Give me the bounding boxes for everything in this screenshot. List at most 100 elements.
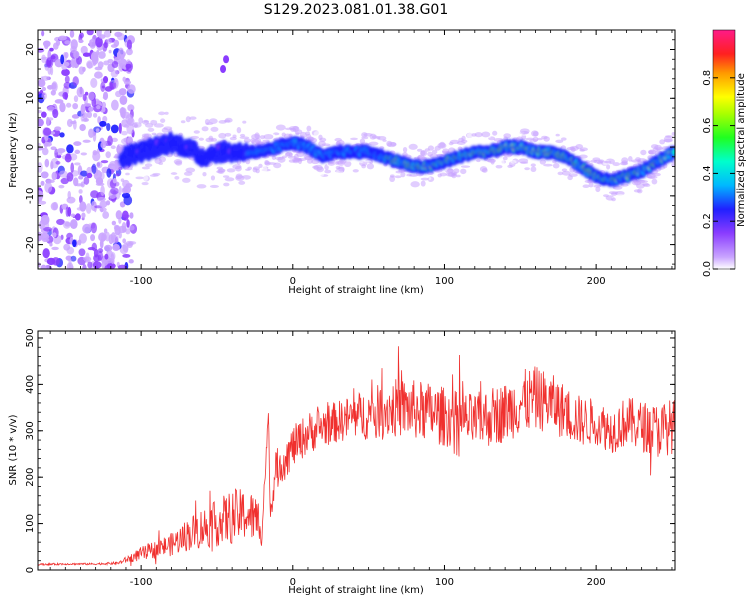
- spectrogram-noise-blob: [80, 111, 84, 122]
- spectrogram-halo-blob: [152, 114, 159, 121]
- spectrogram-halo-blob: [160, 118, 166, 123]
- spectrogram-noise-blob: [40, 264, 47, 269]
- spectrogram-bright-spot: [223, 55, 230, 64]
- spectrogram-halo-blob: [173, 159, 183, 165]
- spectrogram-noise-blob: [100, 207, 104, 213]
- spectrogram-halo-blob: [495, 159, 505, 166]
- spectrogram-noise-blob: [97, 196, 106, 202]
- spectrogram-noise-blob: [50, 157, 59, 169]
- spectrogram-noise-blob: [86, 166, 93, 175]
- spectrogram-halo-blob: [595, 186, 601, 193]
- y-tick-label: 400: [25, 375, 36, 394]
- spectrogram-x-ticks: -100 0 100 200: [49, 30, 673, 287]
- spectrogram-noise-blob: [92, 151, 101, 162]
- spectrogram-halo-blob: [502, 156, 508, 161]
- spectrogram-halo-blob: [281, 155, 287, 159]
- spectrogram-halo-blob: [229, 136, 237, 141]
- spectrogram-halo-blob: [263, 133, 274, 140]
- spectrogram-noise-blob: [38, 162, 43, 173]
- spectrogram-halo-blob: [344, 158, 353, 162]
- spectrogram-noise-blob: [118, 167, 123, 171]
- spectrogram-noise-blob: [100, 81, 106, 93]
- spectrogram-noise-blob: [44, 181, 53, 193]
- spectrogram-halo-blob: [603, 194, 609, 198]
- spectrogram-noise-blob: [54, 99, 64, 104]
- spectrogram-halo-blob: [366, 163, 375, 170]
- spectrogram-noise-blob: [43, 127, 52, 136]
- spectrogram-halo-blob: [519, 128, 530, 134]
- spectrogram-noise-blob: [66, 246, 75, 255]
- spectrogram-halo-blob: [141, 181, 149, 186]
- x-tick-label: 100: [435, 577, 454, 588]
- spectrogram-halo-blob: [400, 171, 406, 178]
- colorbar-label: Normalized spectral amplitude: [736, 73, 747, 227]
- spectrogram-halo-blob: [359, 138, 366, 144]
- spectrogram-halo-blob: [306, 125, 312, 132]
- spectrogram-noise-blob: [127, 84, 136, 94]
- spectrogram-halo-blob: [245, 158, 251, 165]
- spectrogram-noise-blob: [96, 161, 103, 169]
- spectrogram-halo-blob: [153, 123, 164, 128]
- spectrogram-noise-blob: [56, 218, 65, 226]
- spectrogram-halo-blob: [150, 119, 158, 125]
- spectrogram-noise-blob: [59, 132, 65, 138]
- spectrogram-noise-blob: [128, 225, 135, 231]
- spectrogram-halo-blob: [431, 149, 438, 154]
- spectrogram-halo-blob: [180, 165, 185, 170]
- spectrogram-noise-blob: [117, 264, 127, 269]
- spectrogram-halo-blob: [149, 174, 159, 177]
- spectrogram-halo-blob: [236, 126, 242, 134]
- spectrogram-halo-blob: [557, 171, 564, 176]
- y-tick-label: 100: [25, 514, 36, 533]
- spectrogram-noise-blob: [118, 185, 122, 196]
- spectrogram-noise-blob: [72, 119, 77, 130]
- spectrogram-noise-blob: [111, 137, 118, 143]
- spectrogram-halo-blob: [123, 124, 130, 128]
- spectrogram-noise-blob: [50, 202, 58, 211]
- x-tick-label: 100: [435, 276, 454, 287]
- spectrogram-noise-blob: [106, 38, 112, 45]
- spectrogram-noise-blob: [72, 102, 79, 110]
- spectrogram-noise-blob: [90, 200, 97, 212]
- spectrogram-noise-blob: [80, 152, 88, 156]
- spectrogram-halo-blob: [671, 163, 675, 167]
- x-tick-label: 0: [290, 577, 296, 588]
- spectrogram-halo-blob: [390, 142, 397, 147]
- spectrogram-noise-blob: [81, 212, 86, 219]
- spectrogram-noise-blob: [118, 231, 122, 239]
- spectrogram-noise-blob: [73, 141, 82, 146]
- spectrogram-halo-blob: [532, 136, 539, 142]
- spectrogram-halo-blob: [180, 110, 188, 117]
- spectrogram-halo-blob: [456, 141, 466, 145]
- spectrogram-noise-blob: [41, 75, 50, 81]
- spectrogram-halo-blob: [185, 116, 191, 123]
- spectrogram-halo-blob: [628, 156, 633, 162]
- spectrogram-noise-blob: [41, 86, 47, 92]
- spectrogram-noise-blob: [49, 47, 54, 52]
- spectrogram-halo-blob: [603, 160, 612, 164]
- spectrogram-noise-blob: [85, 203, 92, 214]
- spectrogram-halo-blob: [543, 163, 553, 167]
- spectrogram-halo-blob: [133, 122, 138, 128]
- spectrogram-halo-blob: [612, 162, 621, 167]
- y-tick-label: 20: [25, 43, 36, 56]
- spectrogram-noise-blob: [119, 201, 126, 208]
- spectrogram-halo-blob: [568, 173, 578, 177]
- spectrogram-halo-blob: [455, 174, 461, 178]
- x-tick-label: -100: [130, 577, 153, 588]
- spectrogram-halo-blob: [420, 150, 426, 156]
- spectrogram-noise-blob: [87, 246, 96, 251]
- spectrogram-noise-blob: [74, 213, 81, 221]
- spectrogram-noise-blob: [89, 39, 93, 47]
- spectrogram-halo-blob: [125, 172, 130, 176]
- spectrogram-halo-blob: [587, 179, 592, 184]
- spectrogram-noise-blob: [90, 222, 97, 234]
- spectrogram-noise-blob: [63, 220, 71, 229]
- spectrogram-noise-blob: [79, 201, 87, 212]
- spectrogram-halo-blob: [651, 172, 661, 177]
- spectrogram-noise-blob: [110, 44, 118, 48]
- spectrogram-halo-blob: [389, 175, 396, 183]
- spectrogram-noise-blob: [55, 160, 61, 165]
- spectrogram-halo-blob: [596, 161, 604, 165]
- spectrogram-noise-blob: [110, 253, 115, 265]
